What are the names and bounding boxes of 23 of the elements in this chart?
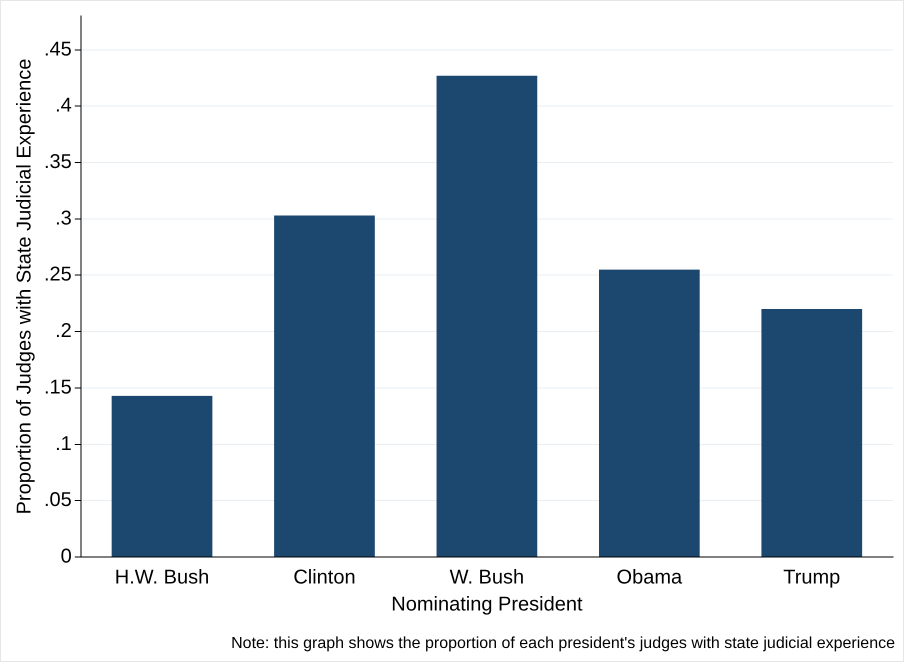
y-tick-label: .35 bbox=[44, 151, 72, 174]
bar bbox=[112, 396, 212, 556]
x-tick-label: H.W. Bush bbox=[114, 566, 210, 589]
y-tick-label: .3 bbox=[55, 207, 72, 230]
y-tick-label: .2 bbox=[55, 320, 72, 342]
y-tick-label: .45 bbox=[44, 38, 72, 60]
y-tick-label: 0 bbox=[60, 546, 72, 568]
y-tick-label: .1 bbox=[55, 432, 72, 455]
y-tick-label: .4 bbox=[55, 94, 72, 117]
bar bbox=[761, 309, 862, 556]
bar bbox=[436, 76, 538, 556]
y-tick-label: .05 bbox=[44, 489, 72, 512]
text: Note: this graph shows the proportion of each president's judges with state judicial experience bbox=[231, 635, 895, 653]
x-tick-label: Trump bbox=[783, 566, 840, 589]
x-tick-label: W. Bush bbox=[450, 566, 524, 589]
bar bbox=[598, 270, 700, 556]
bar bbox=[274, 215, 375, 556]
y-tick-label: .25 bbox=[44, 264, 72, 286]
x-axis-title: Nominating President bbox=[391, 594, 583, 616]
y-tick-label: .15 bbox=[44, 376, 72, 398]
x-tick-label: Obama bbox=[616, 566, 684, 589]
x-tick-label: Clinton bbox=[293, 566, 356, 589]
y-axis-title: Proportion of Judges with State Judicial Experience bbox=[14, 58, 36, 514]
